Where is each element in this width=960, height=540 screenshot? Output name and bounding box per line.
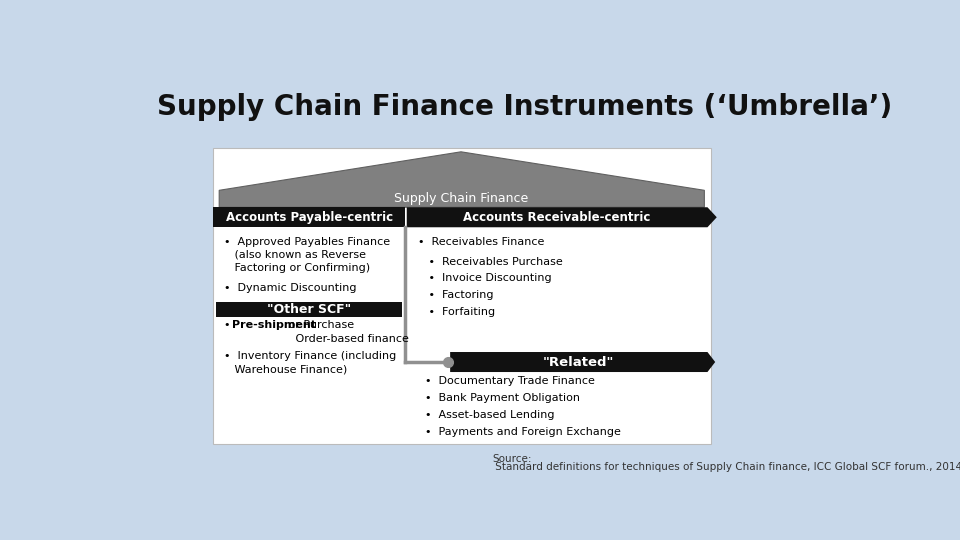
Text: "Other SCF": "Other SCF" xyxy=(267,303,351,316)
Polygon shape xyxy=(407,207,717,227)
Text: •  Invoice Discounting: • Invoice Discounting xyxy=(418,273,551,284)
Text: or Purchase
   Order-based finance: or Purchase Order-based finance xyxy=(285,320,409,343)
Text: •  Receivables Finance: • Receivables Finance xyxy=(418,237,544,246)
Text: •  Asset-based Lending: • Asset-based Lending xyxy=(425,410,555,420)
Text: Pre-shipment: Pre-shipment xyxy=(232,320,317,330)
Text: Supply Chain Finance: Supply Chain Finance xyxy=(394,192,528,205)
Bar xyxy=(213,207,405,227)
Text: Supply Chain Finance Instruments (‘Umbrella’): Supply Chain Finance Instruments (‘Umbre… xyxy=(157,93,893,121)
Text: •: • xyxy=(224,320,237,330)
Text: •  Bank Payment Obligation: • Bank Payment Obligation xyxy=(425,393,581,403)
Text: •  Approved Payables Finance
   (also known as Reverse
   Factoring or Confirmin: • Approved Payables Finance (also known … xyxy=(224,237,390,273)
Text: •  Receivables Purchase: • Receivables Purchase xyxy=(418,256,563,267)
Text: •  Inventory Finance (including
   Warehouse Finance): • Inventory Finance (including Warehouse… xyxy=(224,351,396,374)
Text: Accounts Receivable-centric: Accounts Receivable-centric xyxy=(464,211,651,224)
Text: •  Dynamic Discounting: • Dynamic Discounting xyxy=(224,283,356,293)
Text: •  Payments and Foreign Exchange: • Payments and Foreign Exchange xyxy=(425,427,621,437)
Text: •  Forfaiting: • Forfaiting xyxy=(418,307,494,318)
Text: "Related": "Related" xyxy=(543,355,614,368)
Bar xyxy=(213,148,710,444)
Text: Standard definitions for techniques of Supply Chain finance, ICC Global SCF foru: Standard definitions for techniques of S… xyxy=(492,462,960,472)
Text: Accounts Payable-centric: Accounts Payable-centric xyxy=(226,211,393,224)
Text: •  Factoring: • Factoring xyxy=(418,291,493,300)
Text: •  Documentary Trade Finance: • Documentary Trade Finance xyxy=(425,376,595,386)
Polygon shape xyxy=(219,152,705,207)
Bar xyxy=(216,302,402,318)
Polygon shape xyxy=(450,352,715,372)
Text: Source:: Source: xyxy=(492,454,532,464)
